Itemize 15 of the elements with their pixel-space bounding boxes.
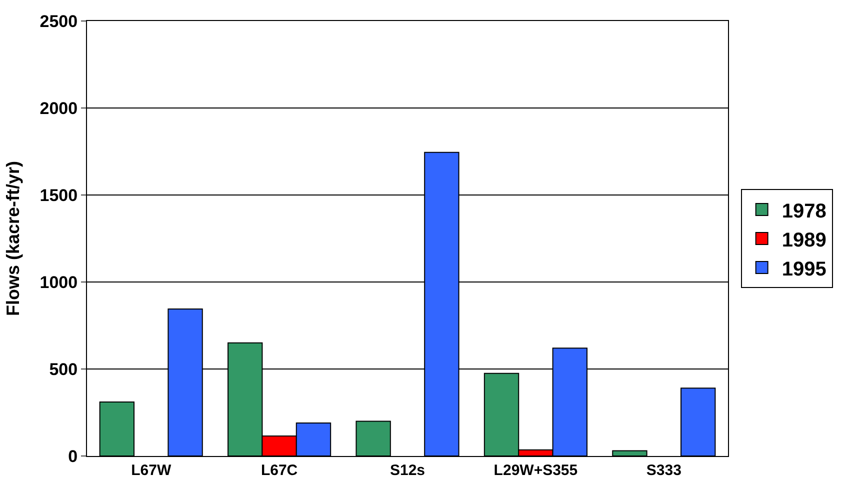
y-axis-title: Flows (kacre-ft/yr) bbox=[2, 160, 23, 316]
x-tick-label: L67C bbox=[260, 462, 298, 479]
x-tick-label: S12s bbox=[390, 462, 426, 479]
x-tick-label: L29W+S355 bbox=[494, 462, 578, 479]
y-tick-label: 2500 bbox=[40, 12, 78, 31]
legend-label: 1995 bbox=[782, 258, 826, 280]
x-tick-label: S333 bbox=[646, 462, 682, 479]
y-tick-label: 2000 bbox=[40, 98, 78, 118]
y-tick-label: 500 bbox=[49, 360, 78, 379]
legend-label: 1989 bbox=[782, 229, 826, 252]
x-tick-label: L67W bbox=[131, 462, 172, 479]
y-tick-label: 1000 bbox=[40, 272, 78, 292]
y-tick-label: 0 bbox=[68, 446, 78, 466]
y-tick-label: 1500 bbox=[40, 186, 78, 205]
legend-label: 1978 bbox=[782, 200, 826, 222]
